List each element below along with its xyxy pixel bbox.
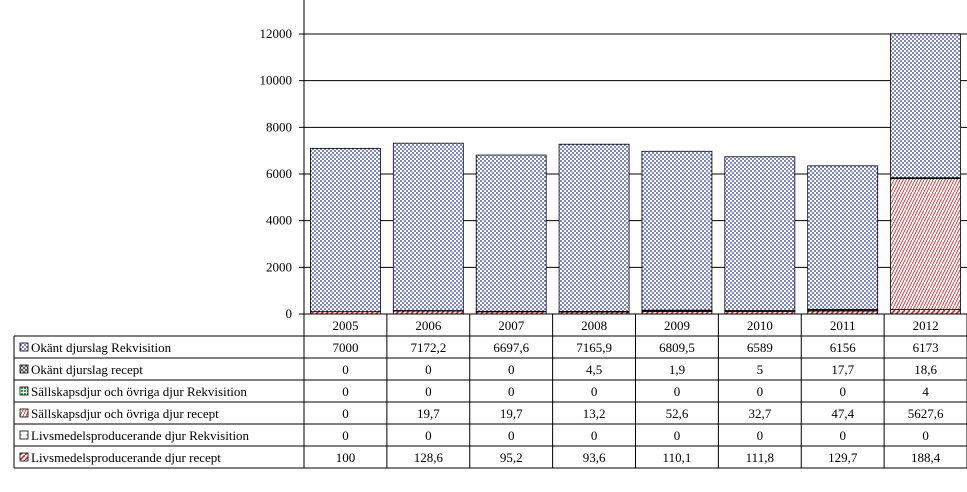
x-tick-label: 2008 [581,318,607,333]
data-label: 32,7 [748,406,771,421]
data-label: 6156 [830,340,857,355]
legend-label: Livsmedelsproducerande djur Rekvisition [31,428,250,443]
x-tick-label: 2009 [664,318,690,333]
y-tick-label: 4000 [266,213,292,228]
legend-label: Livsmedelsproducerande djur recept [31,450,221,465]
bar-segment [558,143,630,312]
data-label: 19,7 [500,406,523,421]
legend-label: Okänt djurslag recept [31,362,143,377]
bar-segment [890,33,961,179]
data-label: 7172,2 [410,340,446,355]
data-label: 128,6 [414,450,444,465]
x-tick-label: 2010 [747,318,773,333]
data-label: 5 [757,362,764,377]
legend-key [19,452,29,462]
data-label: 47,4 [831,406,854,421]
data-label: 6697,6 [493,340,529,355]
bar-segment [310,147,381,313]
data-label: 0 [508,428,515,443]
x-tick-label: 2011 [830,318,856,333]
data-label: 0 [757,384,764,399]
y-tick-label: 10000 [260,73,293,88]
x-tick-label: 2005 [332,318,358,333]
data-label: 0 [591,384,598,399]
bar-segment [392,142,464,311]
data-label: 0 [591,428,598,443]
bars [310,33,961,315]
data-label: 52,6 [666,406,689,421]
data-label: 6173 [913,340,939,355]
data-label: 5627,6 [908,406,944,421]
data-label: 110,1 [663,450,692,465]
bar-segment [641,150,713,311]
y-tick-label: 12000 [260,26,293,41]
axes: 0 2000 4000 6000 8000 10000 12000 [260,0,305,321]
data-label: 0 [425,428,432,443]
data-label: 17,7 [831,362,854,377]
data-label: 13,2 [583,406,606,421]
legend-label: Okänt djurslag Rekvisition [31,340,172,355]
data-label: 0 [508,384,515,399]
data-label: 100 [336,450,356,465]
x-tick-label: 2012 [913,318,939,333]
data-label: 6589 [747,340,773,355]
bar-segment [724,156,796,311]
data-label: 0 [342,384,349,399]
y-tick-label: 2000 [266,259,292,274]
data-label: 4 [922,384,929,399]
x-tick-label: 2007 [498,318,525,333]
data-label: 19,7 [417,406,440,421]
data-label: 111,8 [746,450,774,465]
data-label: 6809,5 [659,340,695,355]
data-table: 2005 2006 2007 2008 2009 2010 2011 2012 Okänt dj… [13,313,967,469]
y-tick-label: 8000 [266,119,292,134]
data-label: 7165,9 [576,340,612,355]
data-label: 0 [342,428,349,443]
bar-segment [890,177,961,311]
bar-segment [475,154,547,312]
data-label: 0 [425,384,432,399]
legend-label: Sällskapsdjur och övriga djur recept [31,406,219,421]
bar-segment [807,165,879,310]
legend-label: Sällskapsdjur och övriga djur Rekvisitio… [31,384,247,399]
y-tick-label: 6000 [266,166,292,181]
data-label: 0 [674,428,681,443]
data-label: 18,6 [914,362,937,377]
data-label: 129,7 [828,450,858,465]
data-label: 0 [342,406,349,421]
data-label: 0 [757,428,764,443]
data-label: 0 [674,384,681,399]
data-label: 0 [922,428,929,443]
legend-key [19,386,29,396]
data-label: 0 [839,384,846,399]
legend-key [19,342,29,352]
data-label: 0 [508,362,515,377]
bar-segment [890,309,961,315]
legend-key [19,364,29,374]
data-label: 4,5 [586,362,602,377]
y-tick-label: 0 [286,306,293,321]
data-label: 7000 [332,340,358,355]
x-tick-label: 2006 [415,318,442,333]
legend-key [19,408,29,418]
data-label: 1,9 [669,362,685,377]
data-label: 0 [839,428,846,443]
data-label: 95,2 [500,450,523,465]
data-label: 93,6 [583,450,606,465]
data-label: 188,4 [911,450,941,465]
data-label: 0 [342,362,349,377]
data-label: 0 [425,362,432,377]
legend-key [19,430,29,440]
